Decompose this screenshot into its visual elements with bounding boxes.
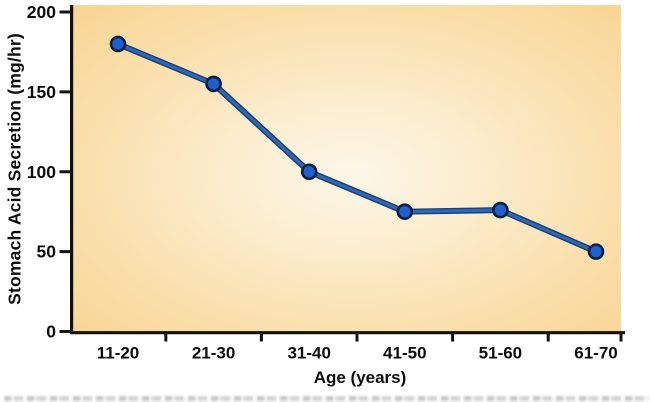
data-point xyxy=(109,35,127,53)
cropped-caption-remnant xyxy=(4,396,649,401)
y-tick-label: 100 xyxy=(27,162,56,182)
data-point xyxy=(492,201,509,219)
x-tick-label: 61-70 xyxy=(574,344,617,363)
x-tick-label: 51-60 xyxy=(479,344,522,363)
x-tick-label: 31-40 xyxy=(287,344,330,363)
x-tick-label: 41-50 xyxy=(383,344,426,363)
data-series xyxy=(109,35,605,260)
data-point xyxy=(396,203,414,220)
data-point xyxy=(205,75,222,93)
y-tick-label: 200 xyxy=(27,2,56,22)
x-axis-title: Age (years) xyxy=(313,368,407,387)
x-tick-label: 21-30 xyxy=(192,344,235,363)
x-tick-label: 11-20 xyxy=(97,344,140,363)
y-axis-ticks: 0 50 100 150 200 xyxy=(27,2,70,342)
plot-area xyxy=(72,5,621,332)
series-line xyxy=(116,42,598,254)
data-point xyxy=(300,163,318,181)
data-point xyxy=(587,243,605,260)
x-axis-ticks: 11-20 21-30 31-40 41-50 51-60 61-70 xyxy=(97,334,623,363)
y-tick-label: 50 xyxy=(37,242,57,262)
y-axis-title: Stomach Acid Secretion (mg/hr) xyxy=(4,33,25,305)
y-tick-label: 150 xyxy=(27,82,56,102)
y-tick-label: 0 xyxy=(46,322,56,342)
